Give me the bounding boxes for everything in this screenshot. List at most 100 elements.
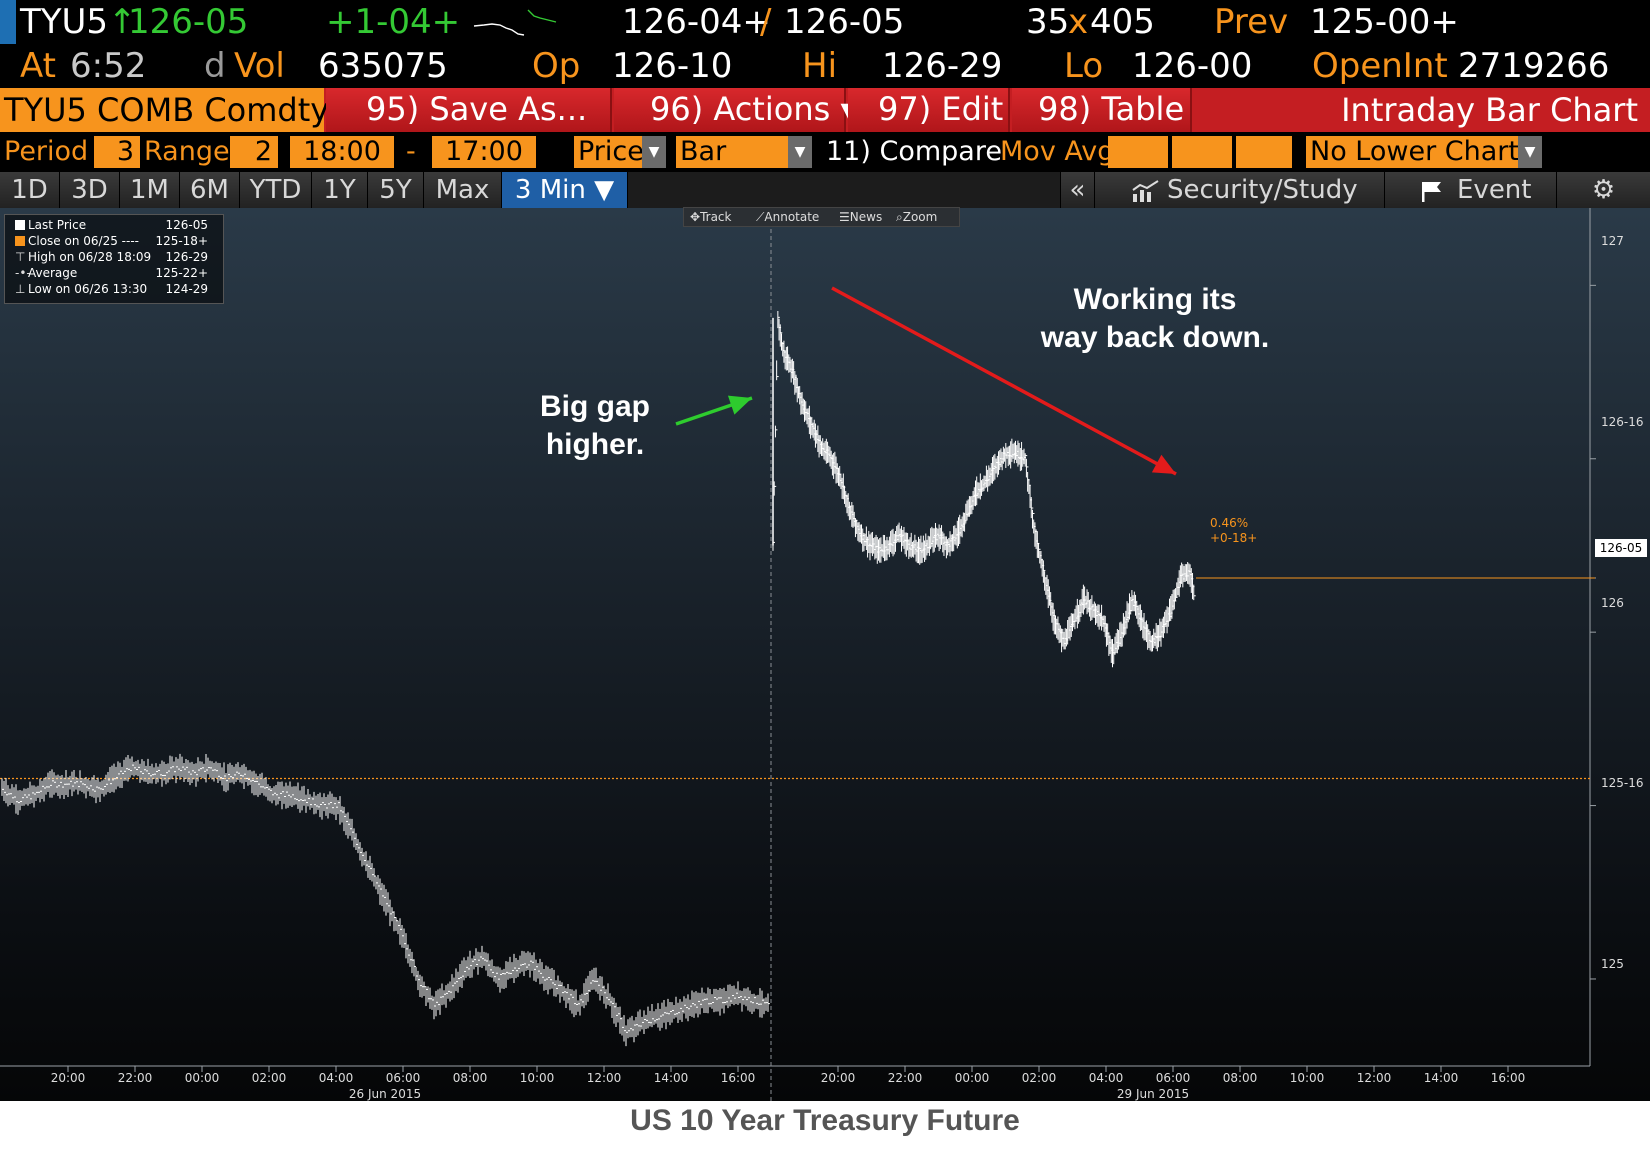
last-price: 126-05 <box>128 2 249 42</box>
lower-chart-dropdown-icon[interactable]: ▼ <box>1518 136 1542 168</box>
legend-label: Average <box>28 266 78 280</box>
security-field[interactable]: TYU5 COMB Comdty <box>0 88 329 132</box>
chart-settings-bar: Period 3 Range 2 18:00 - 17:00 Price ▼ B… <box>0 134 1650 170</box>
x-tick-label: 00:00 <box>184 1071 220 1085</box>
range-input[interactable]: 2 <box>230 136 278 168</box>
actions-button[interactable]: 96) Actions ▾ <box>614 88 857 132</box>
x-tick-label: 20:00 <box>820 1071 856 1085</box>
ask-size: 405 <box>1090 2 1155 42</box>
table-button[interactable]: 98) Table <box>1012 88 1192 132</box>
bloomberg-terminal: TYU5 ↑ 126-05 +1-04+ 126-04+ / 126-05 35… <box>0 0 1650 1101</box>
period-input[interactable]: 3 <box>94 136 140 168</box>
x-tick-label: 22:00 <box>887 1071 923 1085</box>
mov-avg-label: Mov Avg <box>1000 136 1115 167</box>
y-tick-label: 125-16 <box>1601 776 1644 790</box>
gear-icon[interactable]: ⚙ <box>1556 172 1650 208</box>
price-bar <box>1028 478 1031 495</box>
news-label: News <box>849 210 883 224</box>
chart-study-icon <box>1131 178 1161 202</box>
size-separator: x <box>1068 2 1089 42</box>
end-time-input[interactable]: 17:00 <box>432 136 536 168</box>
range-tabs: 1D 3D 1M 6M YTD 1Y 5Y Max 3 Min ▼ « Secu… <box>0 172 1650 208</box>
prev-label: Prev <box>1214 2 1289 42</box>
x-tick-label: 04:00 <box>1088 1071 1124 1085</box>
mov-avg-input-3[interactable] <box>1236 136 1292 168</box>
tab-ytd[interactable]: YTD <box>240 172 312 208</box>
tab-5y[interactable]: 5Y <box>368 172 424 208</box>
close-swatch <box>15 236 25 246</box>
x-tick-label: 10:00 <box>1289 1071 1325 1085</box>
gap-annotation-line2: higher. <box>545 428 645 461</box>
price-bar <box>1031 509 1035 529</box>
price-bar <box>395 917 398 931</box>
collapse-icon[interactable]: « <box>1060 172 1094 208</box>
start-time-input[interactable]: 18:00 <box>290 136 394 168</box>
command-toolbar: TYU5 COMB Comdty 95) Save As... 96) Acti… <box>0 88 1650 132</box>
chart-type-dropdown-icon[interactable]: ▼ <box>788 136 812 168</box>
track-button[interactable]: ✥ Track <box>690 210 732 224</box>
legend-row-close: Close on 06/25 ---- 125-18+ <box>15 233 220 249</box>
lower-chart-select[interactable]: No Lower Chart <box>1306 136 1519 168</box>
tab-1y[interactable]: 1Y <box>312 172 368 208</box>
legend-label: Close on 06/25 ---- <box>28 234 139 248</box>
security-study-button[interactable]: Security/Study <box>1094 172 1384 208</box>
tab-3d[interactable]: 3D <box>60 172 120 208</box>
date-label: 26 Jun 2015 <box>348 1087 422 1101</box>
mov-avg-input-2[interactable] <box>1172 136 1232 168</box>
x-tick-label: 06:00 <box>1155 1071 1191 1085</box>
price-bar <box>776 360 779 381</box>
compare-button[interactable]: 11) Compare <box>826 136 1002 167</box>
price-bar <box>779 324 783 347</box>
x-tick-label: 02:00 <box>1021 1071 1057 1085</box>
price-chart[interactable] <box>0 208 1650 1101</box>
legend-value: 125-18+ <box>155 234 208 248</box>
zoom-label: Zoom <box>902 210 938 224</box>
x-tick-label: 00:00 <box>954 1071 990 1085</box>
save-as-button[interactable]: 95) Save As... <box>326 88 612 132</box>
quote-line-1: TYU5 ↑ 126-05 +1-04+ 126-04+ / 126-05 35… <box>0 0 1650 44</box>
ticker[interactable]: TYU5 <box>20 2 109 42</box>
x-tick-label: 08:00 <box>1222 1071 1258 1085</box>
tab-1d[interactable]: 1D <box>0 172 60 208</box>
x-tick-label: 10:00 <box>519 1071 555 1085</box>
legend-row-high: ⊤ High on 06/28 18:09 126-29 <box>15 249 220 265</box>
price-bar <box>1030 497 1034 519</box>
tab-3-min[interactable]: 3 Min ▼ <box>502 172 628 208</box>
annotate-button[interactable]: ⟋ Annotate <box>756 210 820 224</box>
event-button[interactable]: Event <box>1384 172 1556 208</box>
high-marker-icon: ⊤ <box>15 250 26 264</box>
chart-overlay <box>675 286 1177 476</box>
zoom-button[interactable]: ⌕ Zoom <box>896 210 938 224</box>
x-tick-label: 22:00 <box>117 1071 153 1085</box>
y-tick-label: 127 <box>1601 234 1624 248</box>
y-tick-label: 126 <box>1601 596 1624 610</box>
last-price-tag: 126-05 <box>1595 539 1647 557</box>
dvol-prefix: d <box>204 46 226 86</box>
x-tick-label: 08:00 <box>452 1071 488 1085</box>
x-tick-label: 12:00 <box>1356 1071 1392 1085</box>
legend-row-low: ⊥ Low on 06/26 13:30 124-29 <box>15 281 220 297</box>
tab-max[interactable]: Max <box>424 172 502 208</box>
volume-value: 635075 <box>318 46 448 86</box>
field-select[interactable]: Price <box>574 136 644 168</box>
x-tick-label: 14:00 <box>1423 1071 1459 1085</box>
range-label: Range <box>144 136 230 167</box>
chart-legend[interactable]: Last Price 126-05 Close on 06/25 ---- 12… <box>4 214 224 304</box>
field-dropdown-icon[interactable]: ▼ <box>642 136 666 168</box>
legend-value: 125-22+ <box>155 266 208 280</box>
high-value: 126-29 <box>882 46 1003 86</box>
news-button[interactable]: ☰ News <box>839 210 883 224</box>
edit-button[interactable]: 97) Edit ▾ <box>848 88 1030 132</box>
tab-1m[interactable]: 1M <box>120 172 180 208</box>
event-label: Event <box>1457 175 1532 205</box>
period-label: Period <box>4 136 89 167</box>
last-pct-change: 0.46% <box>1210 516 1249 530</box>
chart-area[interactable] <box>0 208 1650 1101</box>
mov-avg-input-1[interactable] <box>1108 136 1168 168</box>
legend-value: 126-29 <box>165 250 208 264</box>
chart-type-select[interactable]: Bar <box>676 136 788 168</box>
chart-tools: ✥ Track ⟋ Annotate ☰ News ⌕ Zoom <box>683 207 960 227</box>
price-bar <box>1025 458 1029 478</box>
legend-label: Last Price <box>28 218 87 232</box>
tab-6m[interactable]: 6M <box>180 172 240 208</box>
